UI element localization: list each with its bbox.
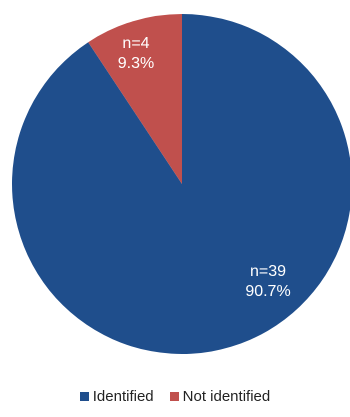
legend-item-not-identified: Not identified: [169, 388, 271, 405]
slice-count-label-not-identified: n=4: [122, 35, 149, 52]
slice-percent-label-not-identified: 9.3%: [118, 55, 154, 72]
legend-swatch-identified: [79, 392, 89, 401]
legend-label-identified: Identified: [92, 388, 154, 405]
slice-count-label-identified: n=39: [250, 263, 286, 280]
pie-plot-area: n=39 90.7% n=4 9.3%: [12, 14, 350, 354]
slice-percent-label-identified: 90.7%: [245, 283, 290, 300]
pie-slice-identified: [12, 14, 350, 354]
legend: Identified Not identified: [0, 388, 350, 405]
pie-slice-not-identified: [88, 14, 182, 184]
legend-item-identified: Identified: [79, 388, 154, 405]
legend-label-not-identified: Not identified: [182, 388, 271, 405]
pie-slices: [12, 14, 350, 354]
pie-slice-labels: n=39 90.7% n=4 9.3%: [118, 35, 291, 300]
legend-swatch-not-identified: [169, 392, 179, 401]
